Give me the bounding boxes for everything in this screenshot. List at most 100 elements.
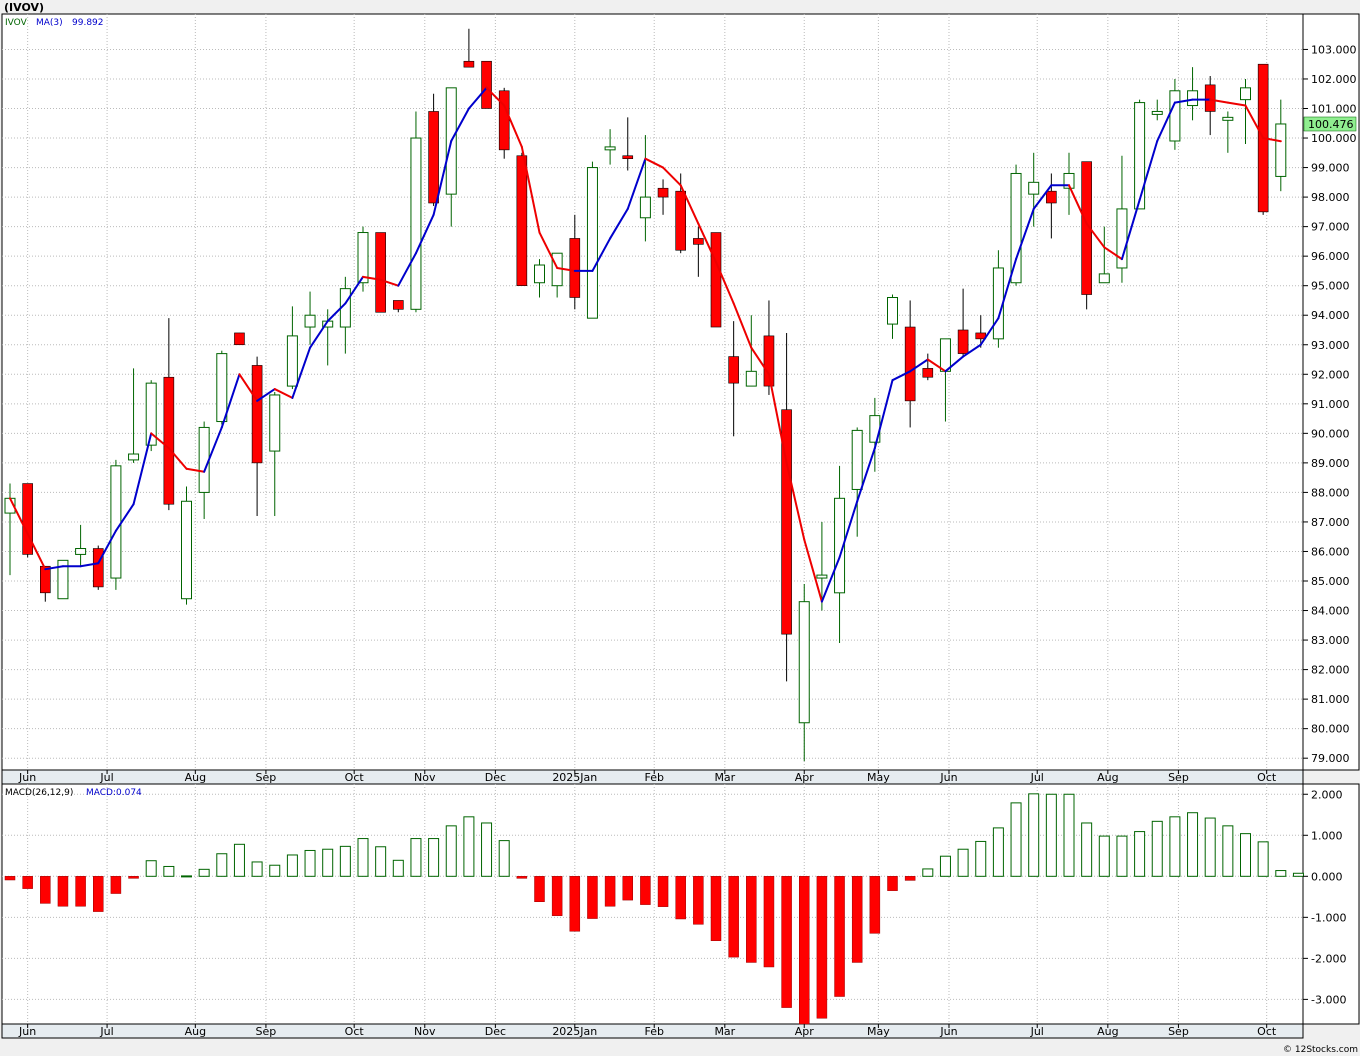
macd-bar-positive [957,848,969,877]
macd-bar-positive [357,838,369,877]
x-tick-label-bottom: Feb [644,1025,663,1038]
macd-bar-negative [675,876,686,920]
candle-body-down [375,232,386,313]
ma-segment [309,320,329,349]
macd-bar-positive [375,846,387,877]
x-tick-label-bottom: Dec [485,1025,506,1038]
candle-body-up [1098,273,1110,284]
macd-bar-positive [339,845,351,877]
right-axis-price [1302,13,1360,771]
ma-segment [750,346,770,376]
ma-segment [362,275,382,281]
price-tick-label: 88.000 [1311,486,1350,499]
macd-bar-positive [1275,870,1287,877]
price-tick-label: 96.000 [1311,250,1350,263]
x-tick-label-bottom: Jul [1030,1025,1044,1038]
candle-body-up [745,370,757,387]
candle-body-up [1063,172,1075,189]
macd-bar-negative [93,876,104,912]
macd-bar-positive [304,849,316,877]
price-tick-label: 100.000 [1311,132,1357,145]
macd-bar-positive [463,816,475,877]
candle-body-up [1116,208,1128,269]
macd-bar-negative [710,876,722,941]
macd-bar-positive [163,865,175,877]
legend-ma-label: MA(3) [36,18,63,28]
x-tick-label-top: Jun [18,771,36,784]
ma-segment [520,145,541,234]
candle-body-up [1222,116,1234,121]
ma-segment [962,343,982,358]
ma-segment [1032,184,1053,210]
ma-segment [432,139,453,216]
macd-tick-label: 2.000 [1311,788,1343,801]
ma-segment [238,373,259,402]
ma-segment [185,467,206,473]
macd-bar-positive [445,825,457,877]
ma-segment [1068,184,1088,225]
macd-bar-positive [1063,793,1075,877]
macd-bar-positive [992,827,1004,877]
price-tick-label: 90.000 [1311,427,1350,440]
macd-bar-positive [1187,812,1199,877]
ma-segment [767,373,788,464]
price-tick-label: 86.000 [1311,545,1350,558]
x-tick-label-bottom: Jun [939,1025,957,1038]
ma-segment [1173,98,1194,104]
candle-body-up [145,382,157,446]
macd-bar-positive [1045,793,1057,877]
macd-bar-positive [1292,872,1304,877]
macd-tick-label: 1.000 [1311,829,1343,842]
macd-bar-negative [22,876,33,889]
ma-segment [785,461,806,541]
chart-title: (IVOV) [4,1,44,14]
legend-ma-value: 99.892 [72,18,104,28]
price-tick-label: 87.000 [1311,516,1350,529]
ma-segment [414,213,435,255]
price-tick-label: 83.000 [1311,634,1350,647]
candle-body-up [1187,90,1199,107]
macd-bar-negative [622,876,633,901]
candlesticks [4,28,1287,762]
ma-segment [556,266,576,272]
macd-bar-negative [551,876,563,916]
ma-segment [467,86,488,110]
candle-body-down [234,332,245,346]
price-tick-label: 85.000 [1311,575,1350,588]
candle-body-down [498,90,510,151]
candle-body-down [516,155,528,286]
candle-body-down [481,60,492,109]
candle-body-down [1204,84,1216,112]
macd-bar-positive [481,822,493,877]
candle-body-down [428,111,439,204]
candle-body-down [957,329,969,354]
candle-body-down [251,365,263,464]
macd-bar-negative [534,876,545,902]
ma-segment [944,355,965,373]
candle-body-down [675,190,687,251]
x-tick-label-bottom: Oct [345,1025,365,1038]
macd-bar-negative [569,876,581,932]
ma-segment [150,432,170,450]
ma-segment [679,184,700,225]
x-tick-label-bottom: Nov [414,1025,436,1038]
macd-bar-negative [781,876,792,1008]
candle-body-up [1169,90,1181,142]
ma-segment [379,278,400,287]
macd-bar-positive [286,854,298,877]
macd-bar-positive [269,864,281,877]
candle-body-down [710,232,722,328]
macd-bar-negative [57,876,69,907]
macd-bar-negative [587,876,598,919]
candle-body-up [887,297,898,325]
macd-bar-positive [1081,822,1093,877]
x-tick-label-bottom: Jun [18,1025,36,1038]
ma-segment [26,532,47,571]
ma-segment [397,252,417,287]
macd-bar-negative [887,876,898,891]
candle-body-down [39,565,51,594]
macd-bar-negative [693,876,704,925]
legend-macd-value: MACD:0.074 [86,788,142,798]
candle-body-up [1151,110,1163,115]
